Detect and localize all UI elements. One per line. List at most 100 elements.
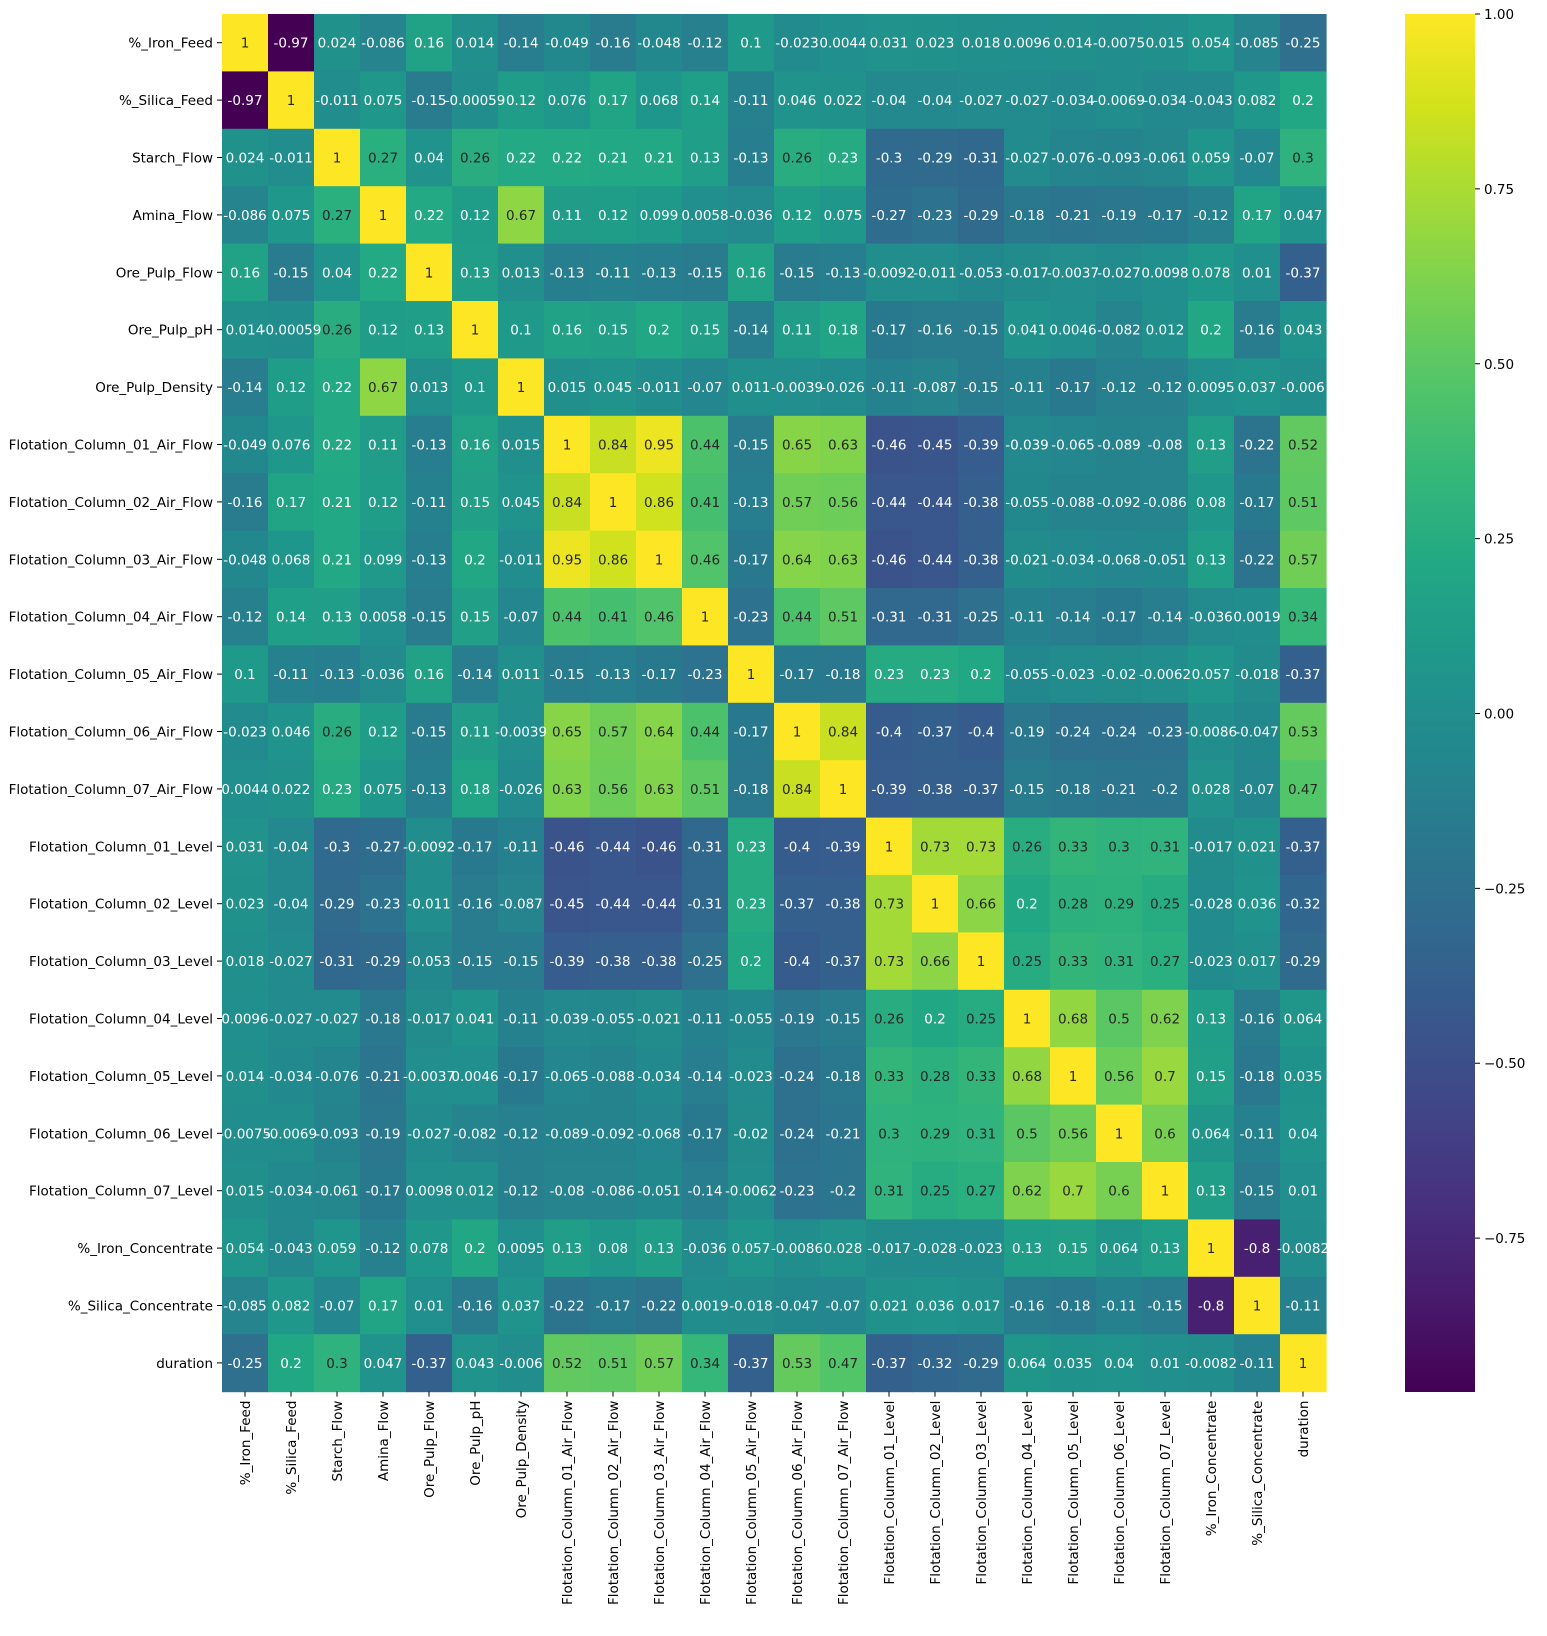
cell-value-label: 0.13 — [414, 323, 444, 339]
cell-value-label: -0.38 — [596, 954, 631, 970]
cell-value-label: -0.16 — [458, 1299, 493, 1315]
heatmap-cell — [636, 530, 683, 589]
y-axis-tick-label: Flotation_Column_06_Air_Flow — [9, 725, 213, 741]
heatmap-cell — [1004, 760, 1051, 819]
heatmap-cell — [544, 358, 591, 417]
heatmap-cell — [866, 645, 913, 704]
cell-value-label: -0.45 — [918, 438, 953, 454]
cell-value-label: 0.23 — [736, 839, 766, 855]
heatmap-cell — [1280, 1104, 1327, 1163]
heatmap-cell — [452, 645, 499, 704]
heatmap-cell — [682, 358, 729, 417]
heatmap-cell — [1050, 1162, 1097, 1220]
heatmap-cell — [452, 1219, 499, 1278]
heatmap-cell — [314, 645, 361, 704]
heatmap-cell — [774, 358, 821, 417]
cell-value-label: -0.086 — [361, 36, 405, 52]
heatmap-cell — [682, 1162, 729, 1220]
heatmap-cell — [222, 1334, 269, 1393]
heatmap-cell — [774, 817, 821, 876]
cell-value-label: -0.076 — [315, 1069, 359, 1085]
heatmap-cell — [544, 702, 591, 761]
cell-value-label: 0.64 — [644, 725, 674, 741]
heatmap-cell — [636, 1334, 683, 1393]
heatmap-cell — [498, 473, 545, 532]
heatmap-cell — [1004, 588, 1051, 646]
cell-value-label: -0.085 — [1235, 36, 1279, 52]
heatmap-cell — [452, 301, 499, 359]
heatmap-cell — [406, 1334, 453, 1393]
cell-value-label: 0.075 — [824, 208, 863, 224]
cell-value-label: -0.17 — [688, 1126, 723, 1142]
cell-value-label: -0.37 — [1286, 839, 1321, 855]
heatmap-cell — [222, 301, 269, 359]
heatmap-cell — [636, 128, 683, 187]
heatmap-cell — [1280, 14, 1327, 72]
cell-value-label: -0.4 — [784, 954, 810, 970]
heatmap-cell — [682, 473, 729, 532]
cell-value-label: 0.84 — [782, 782, 812, 798]
cell-value-label: -0.38 — [826, 897, 861, 913]
heatmap-cell — [958, 588, 1005, 646]
heatmap-cell — [1280, 1334, 1327, 1393]
cell-value-label: 0.3 — [1292, 151, 1313, 167]
cell-value-label: -0.11 — [596, 265, 631, 281]
heatmap-cell — [544, 1334, 591, 1393]
heatmap-cell — [498, 415, 545, 474]
heatmap-cell — [1188, 415, 1235, 474]
cell-value-label: 0.018 — [226, 954, 265, 970]
heatmap-cell — [1234, 473, 1281, 532]
cell-value-label: -0.023 — [1189, 954, 1233, 970]
heatmap-cell — [958, 358, 1005, 417]
cell-value-label: -0.036 — [729, 208, 773, 224]
heatmap-cell — [1188, 1219, 1235, 1278]
cell-value-label: 0.57 — [598, 725, 628, 741]
heatmap-cell — [866, 588, 913, 646]
cell-value-label: -0.021 — [637, 1012, 681, 1028]
cell-value-label: -0.028 — [1189, 897, 1233, 913]
cell-value-label: -0.17 — [872, 323, 907, 339]
cell-value-label: 1 — [1207, 1241, 1216, 1257]
heatmap-cell — [222, 875, 269, 933]
heatmap-cell — [958, 1334, 1005, 1393]
heatmap-cell — [544, 186, 591, 245]
cell-value-label: -0.051 — [1143, 552, 1187, 568]
cell-value-label: 0.16 — [230, 265, 260, 281]
heatmap-cell — [406, 128, 453, 187]
heatmap-cell — [590, 1047, 637, 1106]
cell-value-label: 0.13 — [1196, 1184, 1226, 1200]
heatmap-cell — [590, 1219, 637, 1278]
heatmap-cell — [1096, 702, 1143, 761]
heatmap-cell — [268, 875, 315, 933]
x-axis-tick-label: Flotation_Column_03_Level — [974, 1401, 990, 1585]
cell-value-label: 0.0096 — [1003, 36, 1050, 52]
heatmap-cell — [866, 1219, 913, 1278]
cell-value-label: -0.0037 — [1047, 265, 1099, 281]
cell-value-label: 0.11 — [460, 725, 490, 741]
heatmap-cell — [1096, 1104, 1143, 1163]
heatmap-cell — [590, 645, 637, 704]
cell-value-label: 0.67 — [368, 380, 398, 396]
cell-value-label: -0.12 — [1102, 380, 1137, 396]
heatmap-cell — [682, 932, 729, 991]
heatmap-cell — [1050, 186, 1097, 245]
heatmap-cell — [1096, 71, 1143, 130]
heatmap-cell — [1234, 1162, 1281, 1220]
x-axis-tick-label: Flotation_Column_02_Air_Flow — [606, 1401, 622, 1605]
heatmap-cell — [1050, 1219, 1097, 1278]
heatmap-cell — [774, 588, 821, 646]
cell-value-label: 1 — [793, 725, 802, 741]
heatmap-cell — [1280, 530, 1327, 589]
heatmap-cell — [1096, 875, 1143, 933]
heatmap-cell — [682, 760, 729, 819]
colorbar: 1.00 0.75 0.50 0.25 0.00 −0.25 −0.50 −0.75 — [1405, 7, 1525, 1392]
cell-value-label: -0.11 — [1010, 610, 1045, 626]
heatmap-cell — [728, 71, 775, 130]
heatmap-cell — [590, 243, 637, 302]
cell-value-label: 0.31 — [966, 1126, 996, 1142]
cell-value-label: -0.02 — [734, 1126, 769, 1142]
cell-value-label: 0.25 — [1150, 897, 1180, 913]
cell-value-label: -0.07 — [688, 380, 723, 396]
heatmap-cell — [1050, 14, 1097, 72]
x-axis-tick-label: Flotation_Column_04_Level — [1020, 1401, 1036, 1585]
